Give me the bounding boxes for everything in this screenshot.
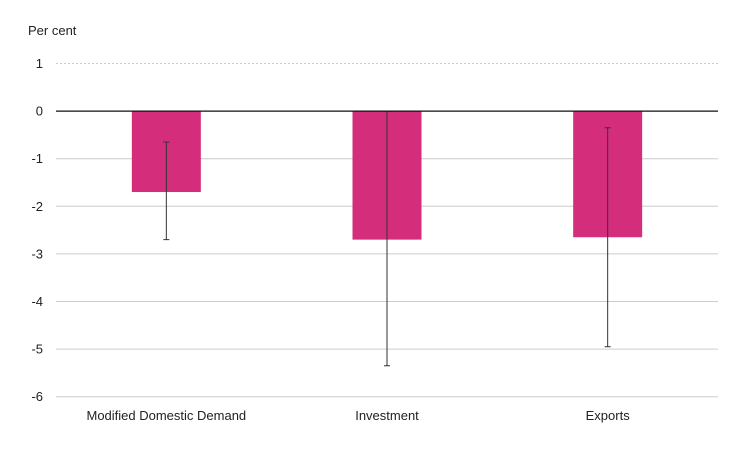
x-axis-category-labels: Modified Domestic Demand Investment Export…: [86, 408, 630, 423]
category-label: Exports: [586, 408, 631, 423]
error-bars: [163, 110, 611, 367]
y-tick-label: -6: [31, 389, 43, 404]
y-tick-label: -4: [31, 294, 43, 309]
y-axis-unit-label: Per cent: [28, 23, 77, 38]
y-axis-tick-labels: 1 0 -1 -2 -3 -4 -5 -6: [31, 56, 43, 404]
y-tick-label: 1: [36, 56, 43, 71]
y-tick-label: -3: [31, 246, 43, 261]
category-label: Modified Domestic Demand: [86, 408, 246, 423]
y-tick-label: -5: [31, 342, 43, 357]
y-tick-label: 0: [36, 104, 43, 119]
y-tick-label: -2: [31, 199, 43, 214]
y-tick-label: -1: [31, 151, 43, 166]
category-label: Investment: [355, 408, 419, 423]
